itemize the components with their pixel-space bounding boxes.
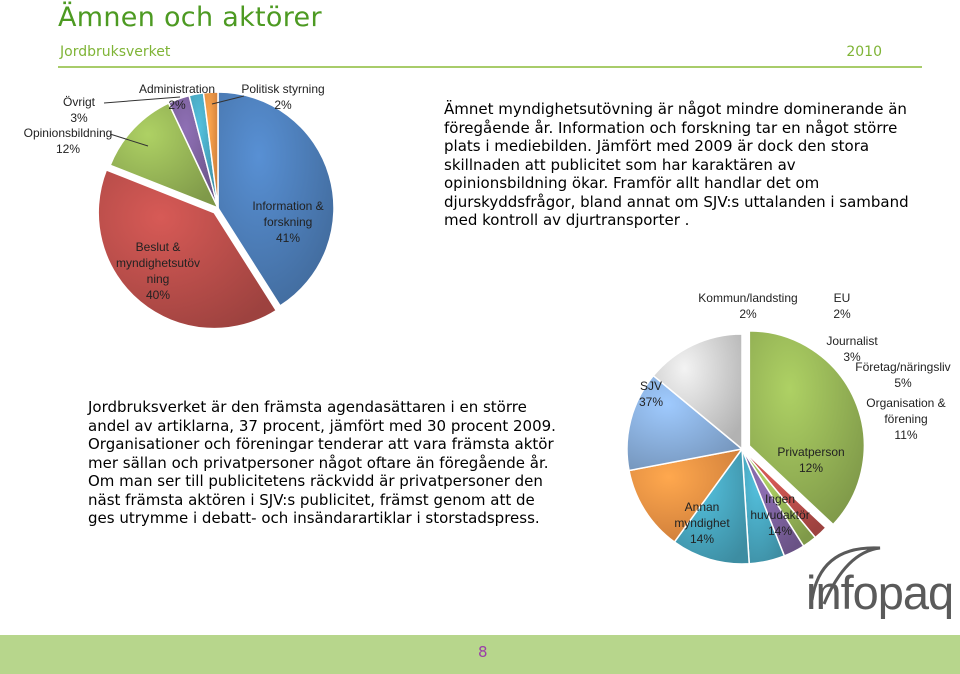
topics-pie-label-beslut-myndighetsutovning: Beslut & myndighetsutöv ning 40% xyxy=(116,240,200,302)
page-title: Ämnen och aktörer xyxy=(58,2,322,33)
actors-pie-label-ingen-huvudaktor: Ingen huvudaktör 14% xyxy=(750,492,809,538)
actors-pie-label-eu: EU 2% xyxy=(833,291,851,321)
topics-pie-slice-information-forskning xyxy=(217,91,335,307)
actors-pie-label-organisation-forening: Organisation & förening 11% xyxy=(866,396,945,442)
topics-pie-label-opinionsbildning: Opinionsbildning 12% xyxy=(24,126,113,156)
actors-pie-slice-annan-myndighet xyxy=(652,333,743,451)
actors-pie-label-kommun-landsting: Kommun/landsting 2% xyxy=(698,291,797,321)
topics-pie-leader-politisk-styrning xyxy=(211,95,245,105)
actors-pie-slice-organisation-forening xyxy=(673,446,751,565)
topics-pie-leader-ovrigt xyxy=(103,96,181,104)
topics-pie-label-administration: Administration 2% xyxy=(139,82,215,112)
topics-pie-label-ovrigt: Övrigt 3% xyxy=(63,95,96,125)
analysis-text-topics: Ämnet myndighetsutövning är något mindre… xyxy=(444,100,909,229)
topics-pie-slice-opinionsbildning xyxy=(109,102,220,210)
topics-pie-label-information-forskning: Information & forskning 41% xyxy=(252,199,323,245)
actors-pie-label-sjv: SJV 37% xyxy=(639,379,663,409)
analysis-text-actors: Jordbruksverket är den främsta agendasät… xyxy=(88,398,556,527)
topics-pie-slice-beslut-myndighetsutovning xyxy=(97,168,278,330)
actors-pie-slice-sjv xyxy=(748,330,866,526)
actors-pie-label-journalist: Journalist 3% xyxy=(826,334,878,364)
page-subtitle: Jordbruksverket xyxy=(60,44,171,60)
footer-bar xyxy=(0,635,960,674)
actors-pie-slice-ingen-huvudaktor xyxy=(626,374,744,472)
page-year: 2010 xyxy=(846,44,882,60)
topics-pie-slice-politisk-styrning xyxy=(202,91,219,209)
actors-pie-label-foretag-naringsliv: Företag/näringsliv 5% xyxy=(855,360,950,390)
actors-pie-slice-privatperson xyxy=(628,447,744,544)
topics-pie-leader-opinionsbildning xyxy=(109,133,149,147)
header-divider xyxy=(58,66,922,68)
infopaq-logo-swoosh xyxy=(810,546,881,605)
topics-pie-label-politisk-styrning: Politisk styrning 2% xyxy=(241,82,324,112)
actors-pie-label-privatperson: Privatperson 12% xyxy=(777,445,844,475)
infopaq-logo: infopaq xyxy=(806,566,954,619)
page-number: 8 xyxy=(478,643,488,661)
actors-pie-label-annan-myndighet: Annan myndighet 14% xyxy=(674,500,730,546)
